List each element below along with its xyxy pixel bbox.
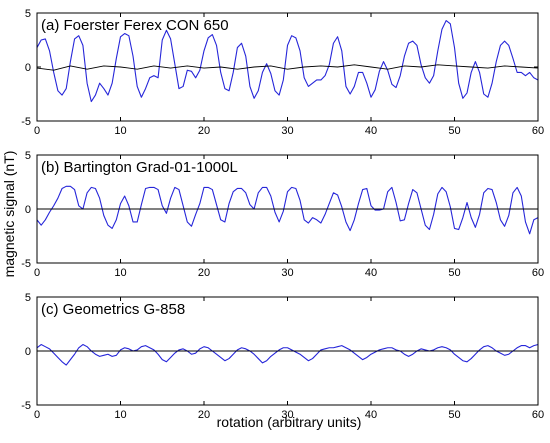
x-tick-label: 50 <box>448 267 460 279</box>
y-tick-label: 0 <box>25 62 31 74</box>
x-tick-label: 40 <box>365 125 377 137</box>
panel-title: (b) Bartington Grad-01-1000L <box>41 159 238 176</box>
y-tick-label: -5 <box>21 400 31 412</box>
baseline-line <box>37 64 538 71</box>
series-group <box>37 20 538 103</box>
x-tick-label: 60 <box>532 409 544 421</box>
x-tick-label: 10 <box>114 409 126 421</box>
x-tick-label: 60 <box>532 267 544 279</box>
y-tick-label: 5 <box>25 8 31 20</box>
panel-b: 0 10 20 30 40 50 60-505(b) Bartington Grad-01-… <box>21 150 544 279</box>
x-tick-label: 50 <box>448 409 460 421</box>
series-group <box>37 343 538 366</box>
x-axis-label: rotation (arbitrary units) <box>217 414 362 430</box>
x-tick-label: 20 <box>198 409 210 421</box>
series-group <box>37 185 538 235</box>
y-tick-label: -5 <box>21 116 31 128</box>
x-tick-label: 0 <box>34 409 40 421</box>
panel-c: 0 10 20 30 40 50 60-505(c) Geometrics G-858 <box>21 292 544 421</box>
x-tick-label: 10 <box>114 267 126 279</box>
x-tick-label: 60 <box>532 125 544 137</box>
panels: 0 10 20 30 40 50 60-505(a) Foerster Ferex CON … <box>21 8 544 421</box>
y-tick-label: 5 <box>25 150 31 162</box>
x-tick-label: 10 <box>114 125 126 137</box>
x-tick-label: 40 <box>365 409 377 421</box>
signal-line <box>37 343 538 366</box>
signal-line <box>37 20 538 103</box>
panel-title: (a) Foerster Ferex CON 650 <box>41 17 229 34</box>
x-tick-label: 20 <box>198 267 210 279</box>
x-tick-label: 50 <box>448 125 460 137</box>
x-tick-label: 0 <box>34 125 40 137</box>
y-tick-label: 0 <box>25 346 31 358</box>
x-tick-label: 40 <box>365 267 377 279</box>
x-tick-label: 0 <box>34 267 40 279</box>
x-tick-label: 30 <box>281 125 293 137</box>
y-tick-label: -5 <box>21 258 31 270</box>
panel-a: 0 10 20 30 40 50 60-505(a) Foerster Ferex CON … <box>21 8 544 137</box>
y-tick-label: 5 <box>25 292 31 304</box>
x-tick-label: 20 <box>198 125 210 137</box>
y-axis-label: magnetic signal (nT) <box>1 151 17 278</box>
signal-line <box>37 185 538 235</box>
x-tick-label: 30 <box>281 267 293 279</box>
panel-title: (c) Geometrics G-858 <box>41 301 185 318</box>
x-tick-label: 30 <box>281 409 293 421</box>
y-tick-label: 0 <box>25 204 31 216</box>
